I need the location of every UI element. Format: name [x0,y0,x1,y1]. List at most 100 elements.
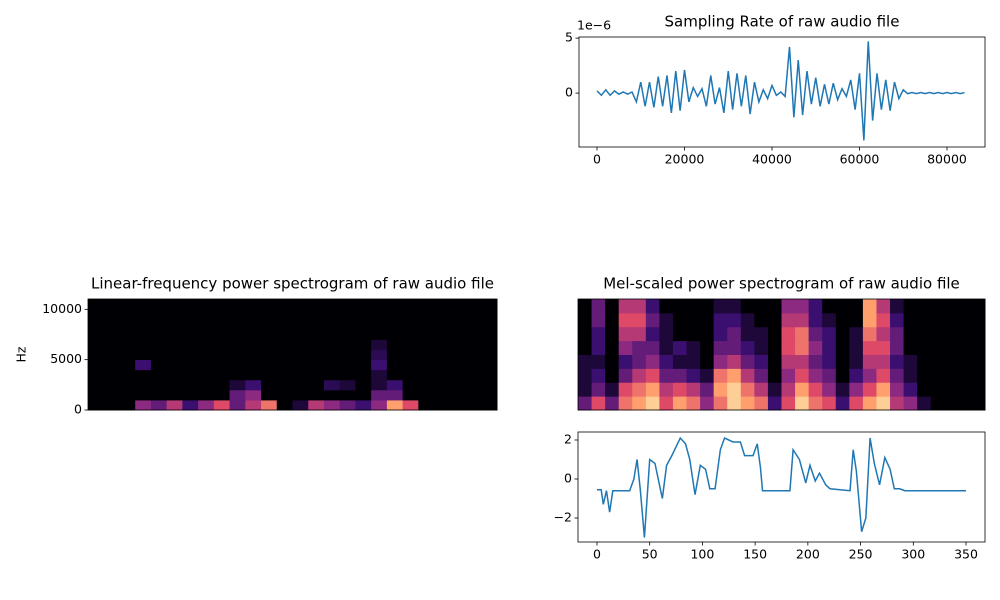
heat-cell [795,382,810,397]
heat-cell [402,299,419,310]
heat-cell [308,299,325,310]
heat-cell [103,319,120,330]
heat-cell [849,354,864,369]
heat-cell [930,340,945,355]
heat-cell [261,329,278,340]
heat-cell [578,340,593,355]
heat-cell [150,389,168,401]
heat-cell [135,399,152,411]
heat-cell [103,379,120,391]
heat-cell [308,379,325,391]
heat-cell [213,389,231,401]
heat-cell [261,379,278,391]
heat-cell [876,396,891,411]
heat-cell [618,354,633,369]
heat-cell [930,312,945,328]
heat-cell [713,340,728,355]
heat-cell [781,396,796,411]
heat-cell [103,329,120,340]
heat-cell [371,329,388,340]
heat-cell [591,382,606,397]
heat-cell [323,309,341,320]
heat-cell [323,359,341,371]
heat-cell [292,369,309,381]
heat-cell [767,299,782,314]
heat-cell [339,369,356,381]
heat-cell [465,389,482,401]
heat-cell [605,368,620,383]
heat-cell [261,339,278,350]
heat-cell [150,349,168,361]
y-tick-label: 5 [565,30,573,45]
heat-cell [386,329,404,340]
heat-cell [292,309,309,320]
heat-cell [686,368,701,383]
heat-cell [402,319,419,330]
heat-cell [182,309,199,320]
heat-cell [449,399,467,411]
heat-cell [465,359,482,371]
heat-cell [88,399,105,411]
heat-cell [182,349,199,361]
heat-cell [632,354,647,369]
heat-cell [371,299,388,310]
heat-cell [198,369,215,381]
heat-cell [103,399,120,411]
heat-cell [418,319,435,330]
heat-cell [686,299,701,314]
heat-cell [795,368,810,383]
heat-cell [849,368,864,383]
heat-cell [339,299,356,310]
heat-cell [917,312,932,328]
heat-cell [198,319,215,330]
heat-cell [903,312,918,328]
heat-cell [308,389,325,401]
heat-cell [213,399,231,411]
heat-cell [481,399,498,411]
heat-cell [957,368,972,383]
heat-cell [292,359,309,371]
y-tick-label: 0 [564,471,572,486]
heat-cell [229,359,246,371]
heat-cell [135,349,152,361]
heat-cell [292,389,309,401]
heat-cell [386,389,404,401]
heat-cell [119,309,136,320]
heat-cell [578,326,593,342]
heat-cell [276,309,293,320]
heat-cell [686,396,701,411]
heat-cell [686,354,701,369]
heat-cell [182,319,199,330]
heat-cell [971,312,986,328]
heat-cell [339,359,356,371]
heat-cell [808,340,823,355]
x-tick-label: 20000 [665,152,705,167]
heat-cell [150,339,168,350]
heat-cell [971,326,986,342]
heat-cell [727,354,742,369]
heat-cell [481,379,498,391]
heat-cell [944,396,959,411]
heat-cell [166,379,183,391]
heat-cell [659,354,674,369]
heat-cell [198,399,215,411]
heat-cell [632,299,647,314]
heat-cell [645,299,660,314]
heat-cell [261,309,278,320]
heat-cell [700,340,715,355]
heat-cell [849,382,864,397]
heat-cell [591,340,606,355]
heat-cell [198,339,215,350]
heat-cell [632,326,647,342]
heat-cell [386,369,404,381]
heat-cell [88,389,105,401]
heat-cell [876,382,891,397]
heat-cell [386,359,404,371]
heat-cell [434,359,451,371]
heat-cell [465,349,482,361]
heat-cell [339,319,356,330]
heat-cell [903,340,918,355]
heat-cell [578,368,593,383]
heat-cell [371,399,388,411]
heat-cell [835,368,850,383]
